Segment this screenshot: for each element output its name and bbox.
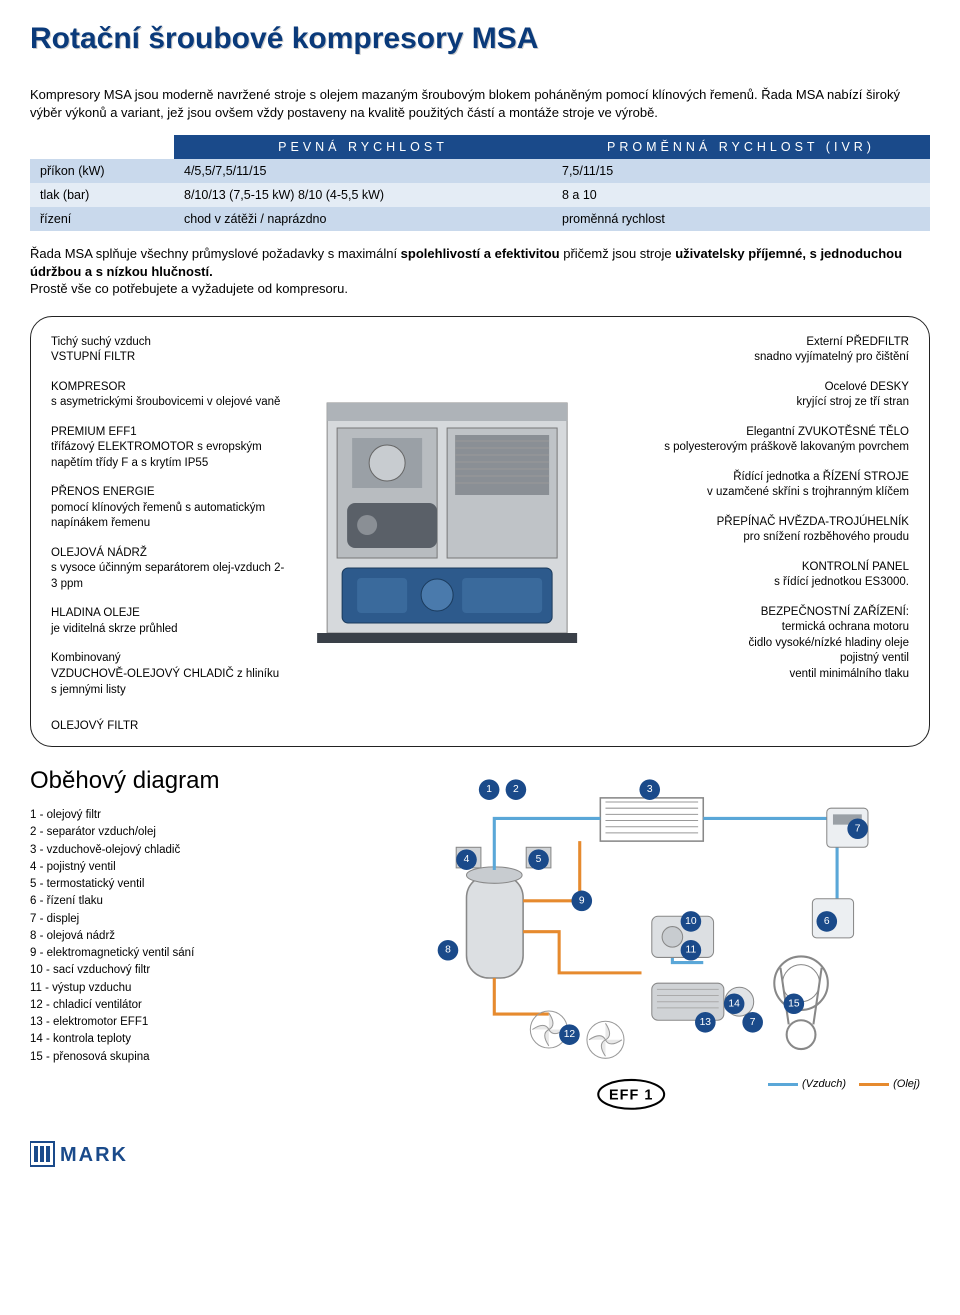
compressor-illustration: [297, 383, 597, 663]
machine-image: [297, 335, 597, 712]
row-label: příkon (kW): [30, 159, 174, 183]
legend-item: 6 - řízení tlaku: [30, 893, 312, 910]
svg-text:MARK: MARK: [60, 1144, 128, 1166]
th-fixed: PEVNÁ RYCHLOST: [174, 135, 552, 159]
legend-item: 11 - výstup vzduchu: [30, 980, 312, 997]
feature-item: Externí PŘEDFILTRsnadno vyjímatelný pro …: [609, 335, 909, 366]
legend-item: 8 - olejová nádrž: [30, 928, 312, 945]
diagram-title: Oběhový diagram: [30, 767, 312, 795]
legend-item: 14 - kontrola teploty: [30, 1031, 312, 1048]
row-label: řízení: [30, 207, 174, 231]
legend-item: 7 - displej: [30, 911, 312, 928]
svg-text:11: 11: [685, 945, 696, 956]
svg-text:15: 15: [788, 998, 800, 1009]
svg-text:5: 5: [535, 854, 541, 865]
cell: 7,5/11/15: [552, 159, 930, 183]
feature-item: Tichý suchý vzduchVSTUPNÍ FILTR: [51, 335, 285, 366]
feature-item: HLADINA OLEJEje viditelná skrze průhled: [51, 606, 285, 637]
svg-text:7: 7: [749, 1017, 755, 1028]
feature-item: KOMPRESORs asymetrickými šroubovicemi v …: [51, 380, 285, 411]
legend-item: 10 - sací vzduchový filtr: [30, 962, 312, 979]
cell: chod v zátěži / naprázdno: [174, 207, 552, 231]
features-left: Tichý suchý vzduchVSTUPNÍ FILTR KOMPRESOR…: [51, 335, 285, 712]
legend-item: 12 - chladicí ventilátor: [30, 997, 312, 1014]
eff-badge: EFF 1: [609, 1087, 653, 1103]
feature-item: BEZPEČNOSTNÍ ZAŘÍZENÍ:termická ochrana m…: [609, 605, 909, 683]
cell: proměnná rychlost: [552, 207, 930, 231]
svg-text:10: 10: [685, 916, 697, 927]
svg-text:6: 6: [824, 916, 830, 927]
th-variable: PROMĚNNÁ RYCHLOST (IVR): [552, 135, 930, 159]
diagram-legend: 1 - olejový filtr2 - separátor vzduch/ol…: [30, 807, 312, 1066]
svg-text:13: 13: [699, 1017, 711, 1028]
feature-item: PŘEPÍNAČ HVĚZDA-TROJÚHELNÍKpro snížení r…: [609, 515, 909, 546]
svg-text:14: 14: [728, 998, 740, 1009]
legend-item: 3 - vzduchově-olejový chladič: [30, 842, 312, 859]
feature-item: KombinovanýVZDUCHOVĚ-OLEJOVÝ CHLADIČ z h…: [51, 651, 285, 698]
svg-text:2: 2: [513, 784, 519, 795]
legend-item: 13 - elektromotor EFF1: [30, 1014, 312, 1031]
feature-item: Řídící jednotka a ŘÍZENÍ STROJEv uzamčen…: [609, 470, 909, 501]
flow-legend: (Vzduch) (Olej): [758, 1078, 920, 1090]
features-right: Externí PŘEDFILTRsnadno vyjímatelný pro …: [609, 335, 909, 712]
spec-table: PEVNÁ RYCHLOST PROMĚNNÁ RYCHLOST (IVR) p…: [30, 135, 930, 231]
cell: 8/10/13 (7,5-15 kW) 8/10 (4-5,5 kW): [174, 183, 552, 207]
page-title: Rotační šroubové kompresory MSA: [30, 22, 930, 56]
svg-text:8: 8: [445, 945, 451, 956]
svg-text:4: 4: [463, 854, 469, 865]
description: Řada MSA splňuje všechny průmyslové poža…: [30, 245, 930, 298]
legend-item: 15 - přenosová skupina: [30, 1049, 312, 1066]
legend-item: 5 - termostatický ventil: [30, 876, 312, 893]
svg-text:7: 7: [854, 823, 860, 834]
logo: MARK: [30, 1140, 930, 1171]
cell: 8 a 10: [552, 183, 930, 207]
cell: 4/5,5/7,5/11/15: [174, 159, 552, 183]
below-box-label: OLEJOVÝ FILTR: [51, 720, 909, 732]
svg-text:9: 9: [579, 895, 585, 906]
legend-item: 2 - separátor vzduch/olej: [30, 824, 312, 841]
legend-item: 4 - pojistný ventil: [30, 859, 312, 876]
svg-text:3: 3: [646, 784, 652, 795]
intro-text: Kompresory MSA jsou moderně navržené str…: [30, 86, 930, 121]
feature-item: Ocelové DESKYkryjící stroj ze tří stran: [609, 380, 909, 411]
legend-item: 1 - olejový filtr: [30, 807, 312, 824]
svg-text:1: 1: [486, 784, 492, 795]
feature-item: PŘENOS ENERGIEpomocí klínových řemenů s …: [51, 485, 285, 532]
svg-text:12: 12: [563, 1029, 575, 1040]
flow-diagram: EFF 1 1234567789101112131415 (Vzduch) (O…: [332, 767, 930, 1120]
features-box: Tichý suchý vzduchVSTUPNÍ FILTR KOMPRESOR…: [30, 316, 930, 747]
feature-item: KONTROLNÍ PANELs řídící jednotkou ES3000…: [609, 560, 909, 591]
feature-item: Elegantní ZVUKOTĚSNÉ TĚLOs polyesterovým…: [609, 425, 909, 456]
legend-item: 9 - elektromagnetický ventil sání: [30, 945, 312, 962]
feature-item: OLEJOVÁ NÁDRŽs vysoce účinným separátore…: [51, 546, 285, 593]
row-label: tlak (bar): [30, 183, 174, 207]
feature-item: PREMIUM EFF1třífázový ELEKTROMOTOR s evr…: [51, 425, 285, 472]
